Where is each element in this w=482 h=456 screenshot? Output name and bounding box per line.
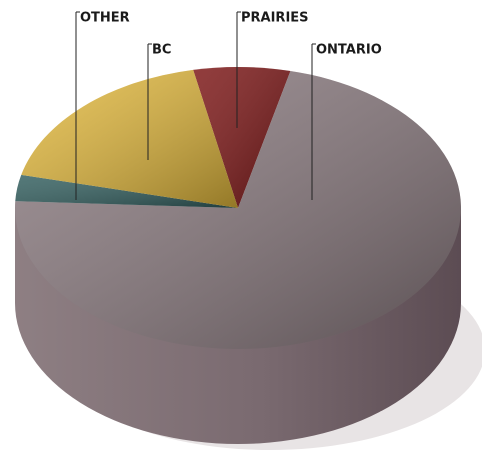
- slice-shade: [14, 70, 462, 350]
- slice-shade: [193, 66, 291, 208]
- slice-label: BC: [152, 43, 171, 58]
- slice-label: ONTARIO: [316, 43, 382, 58]
- slice-label: PRAIRIES: [241, 11, 309, 26]
- slice-shade: [21, 69, 238, 209]
- slice-shade: [15, 174, 238, 208]
- slice-label: OTHER: [80, 11, 130, 26]
